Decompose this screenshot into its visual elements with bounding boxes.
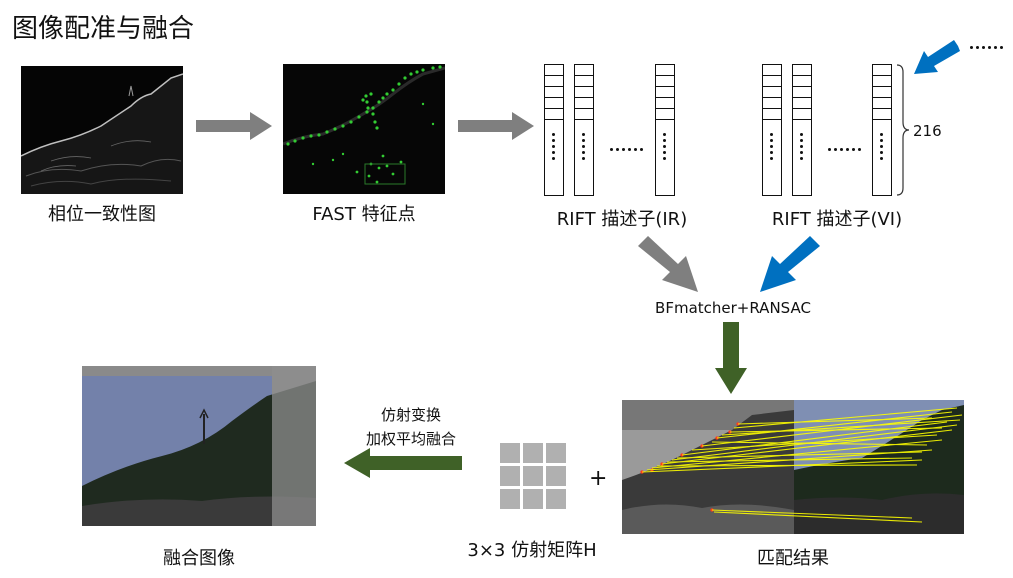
rift-vi-descriptor-2 bbox=[792, 64, 812, 196]
phase-caption: 相位一致性图 bbox=[48, 204, 156, 225]
match-result-image bbox=[622, 400, 964, 534]
top-ellipsis bbox=[970, 46, 1003, 49]
green-arrow-down bbox=[715, 322, 747, 394]
rift-vi-descriptor-1 bbox=[762, 64, 782, 196]
fast-features-image bbox=[283, 64, 445, 194]
rift-vi-caption: RIFT 描述子(VI) bbox=[771, 209, 903, 230]
brace-icon bbox=[896, 64, 910, 196]
matcher-label: BFmatcher+RANSAC bbox=[655, 299, 811, 317]
rift-ir-descriptor-1 bbox=[544, 64, 564, 196]
rift-ir-ellipsis bbox=[610, 148, 643, 151]
green-arrow-left bbox=[344, 448, 462, 478]
blue-arrow-input bbox=[914, 40, 960, 74]
matrix-grid bbox=[500, 443, 566, 509]
rift-vi-ellipsis bbox=[828, 148, 861, 151]
fused-caption: 融合图像 bbox=[163, 548, 235, 569]
rift-vi-descriptor-n bbox=[872, 64, 892, 196]
blue-arrow-diagonal bbox=[760, 236, 820, 292]
dimension-label: 216 bbox=[913, 122, 942, 140]
rift-ir-descriptor-n bbox=[655, 64, 675, 196]
transform-label-1: 仿射变换 bbox=[380, 406, 441, 424]
plus-sign: + bbox=[589, 466, 608, 491]
rift-ir-caption: RIFT 描述子(IR) bbox=[556, 209, 688, 230]
fast-caption: FAST 特征点 bbox=[312, 204, 416, 225]
rift-ir-descriptor-2 bbox=[574, 64, 594, 196]
match-result-caption: 匹配结果 bbox=[757, 548, 829, 569]
page-title: 图像配准与融合 bbox=[12, 14, 195, 44]
transform-label-2: 加权平均融合 bbox=[365, 430, 456, 448]
phase-congruency-image bbox=[21, 66, 183, 194]
matrix-caption: 3×3 仿射矩阵H bbox=[467, 540, 597, 561]
gray-arrow-2 bbox=[458, 112, 534, 140]
gray-arrow-1 bbox=[196, 112, 272, 140]
fused-image bbox=[82, 366, 316, 538]
gray-arrow-diagonal bbox=[638, 236, 698, 292]
